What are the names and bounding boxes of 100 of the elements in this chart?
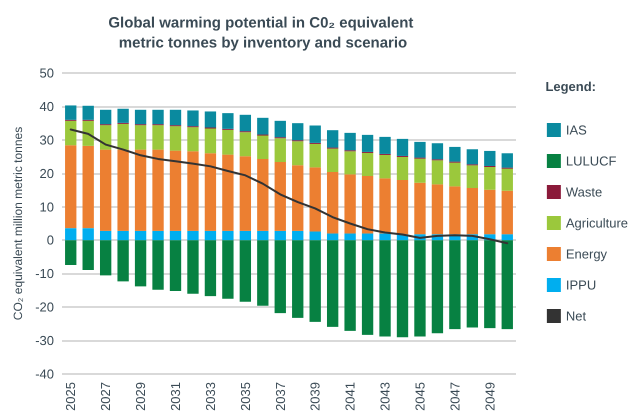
bar xyxy=(204,153,216,231)
line-series xyxy=(70,128,508,244)
bar xyxy=(379,136,391,154)
bar xyxy=(222,130,234,155)
bar xyxy=(502,190,513,234)
bar xyxy=(240,132,252,156)
bar xyxy=(292,230,304,240)
bar xyxy=(204,240,216,296)
bar xyxy=(432,240,444,334)
bar xyxy=(502,168,513,191)
bar xyxy=(292,240,304,318)
bar xyxy=(326,148,338,172)
bar xyxy=(379,240,391,337)
bar xyxy=(292,165,304,231)
bar xyxy=(82,146,94,228)
y-tick-label: 10 xyxy=(40,199,54,214)
bar xyxy=(170,110,182,126)
bar xyxy=(117,150,129,231)
legend-label: Agriculture xyxy=(566,216,628,230)
bar xyxy=(134,110,146,124)
y-tick-label: 0 xyxy=(46,232,54,248)
bar xyxy=(82,120,94,146)
chart-title: Global warming potential in C0₂ equivalent metric tonnes by inventory and scenario xyxy=(108,14,418,52)
bar xyxy=(65,105,76,120)
bar xyxy=(362,134,374,152)
legend-label: Waste xyxy=(566,184,602,200)
bar xyxy=(204,111,216,128)
bar xyxy=(344,240,356,331)
bar xyxy=(449,240,461,330)
bar xyxy=(274,230,286,240)
bar xyxy=(134,230,146,240)
bar xyxy=(170,240,182,292)
bar xyxy=(379,234,391,240)
bar xyxy=(432,143,444,160)
legend-label: Energy xyxy=(566,246,608,262)
x-tick-label: 2031 xyxy=(168,382,183,411)
bar xyxy=(240,230,252,240)
bar xyxy=(257,240,268,306)
bar xyxy=(117,230,129,240)
x-tick-label: 2029 xyxy=(133,382,148,411)
bar xyxy=(414,158,426,183)
bar xyxy=(117,124,129,150)
x-tick-label: 2041 xyxy=(342,382,358,411)
y-tick-label: 20 xyxy=(40,166,54,181)
y-tick-label: 40 xyxy=(40,98,54,114)
bar xyxy=(257,136,268,159)
bar xyxy=(292,123,304,140)
bar xyxy=(222,154,234,231)
bar xyxy=(379,178,391,234)
bar xyxy=(65,120,76,146)
bar xyxy=(65,228,76,240)
bar xyxy=(344,174,356,234)
x-tick-label: 2043 xyxy=(378,382,393,411)
bar xyxy=(240,240,252,302)
bar xyxy=(152,110,164,124)
legend-label: IAS xyxy=(566,122,588,138)
bar xyxy=(449,162,461,186)
bar xyxy=(204,230,216,240)
bar xyxy=(396,138,408,156)
bar xyxy=(240,114,252,132)
bar xyxy=(187,151,199,231)
bar xyxy=(484,240,496,328)
bar xyxy=(152,230,164,240)
y-tick-label: -20 xyxy=(35,300,54,315)
bar xyxy=(187,127,199,152)
bar xyxy=(134,240,146,286)
bar xyxy=(502,234,513,240)
bar xyxy=(432,184,444,234)
bar xyxy=(310,167,321,232)
bar xyxy=(152,240,164,290)
bar xyxy=(466,149,478,164)
bar xyxy=(484,166,496,190)
bar xyxy=(414,240,426,337)
bar xyxy=(82,106,94,120)
bar xyxy=(326,240,338,327)
x-tick-label: 2045 xyxy=(412,382,428,411)
bar xyxy=(187,230,199,240)
bar xyxy=(484,190,496,234)
bar xyxy=(344,234,356,240)
bar xyxy=(222,230,234,240)
bar xyxy=(204,128,216,154)
bar xyxy=(274,120,286,138)
x-tick-label: 2025 xyxy=(63,382,78,411)
bar xyxy=(310,232,321,240)
legend-label: Net xyxy=(566,308,586,324)
bar xyxy=(240,156,252,231)
bar xyxy=(152,125,164,150)
bar xyxy=(466,165,478,188)
bar xyxy=(134,125,146,150)
bar xyxy=(362,240,374,335)
bar xyxy=(117,240,129,282)
y-tick-label: 50 xyxy=(40,66,54,80)
bar xyxy=(292,141,304,166)
bar xyxy=(65,145,76,228)
bar xyxy=(222,240,234,299)
bar xyxy=(100,240,112,276)
bar xyxy=(362,234,374,240)
x-tick-label: 2049 xyxy=(482,382,498,411)
bar xyxy=(379,154,391,178)
bar xyxy=(326,234,338,240)
